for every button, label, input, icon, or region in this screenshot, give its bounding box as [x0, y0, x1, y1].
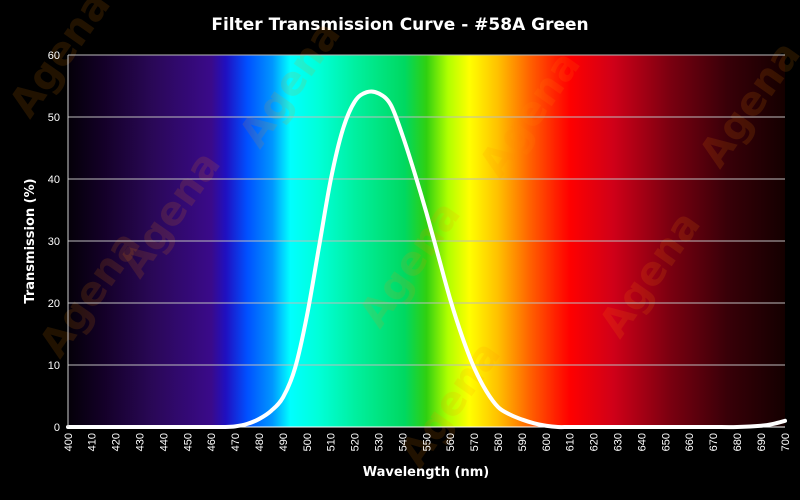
x-tick-label: 660 — [684, 433, 696, 451]
x-tick-label: 410 — [87, 433, 99, 451]
chart-title: Filter Transmission Curve - #58A Green — [211, 15, 588, 35]
x-tick-label: 460 — [206, 433, 218, 451]
x-tick-label: 690 — [756, 433, 768, 451]
x-axis-label: Wavelength (nm) — [363, 465, 489, 480]
x-tick-label: 520 — [350, 433, 362, 451]
x-tick-label: 650 — [660, 433, 672, 451]
x-tick-label: 640 — [636, 433, 648, 451]
y-tick-label: 10 — [48, 360, 60, 372]
x-tick-label: 620 — [589, 433, 601, 451]
x-tick-label: 400 — [63, 433, 75, 451]
x-tick-label: 680 — [732, 433, 744, 451]
x-tick-label: 480 — [254, 433, 266, 451]
x-tick-label: 540 — [397, 433, 409, 451]
x-tick-label: 470 — [230, 433, 242, 451]
y-tick-label: 60 — [48, 50, 60, 62]
x-tick-label: 610 — [565, 433, 577, 451]
x-tick-label: 560 — [445, 433, 457, 451]
x-tick-label: 440 — [158, 433, 170, 451]
gridlines — [68, 54, 785, 366]
x-tick-label: 450 — [182, 433, 194, 451]
x-tick-label: 630 — [613, 433, 625, 451]
x-tick-label: 600 — [541, 433, 553, 451]
x-tick-label: 500 — [302, 433, 314, 451]
y-tick-label: 20 — [48, 298, 60, 310]
x-tick-label: 510 — [326, 433, 338, 451]
x-tick-label: 570 — [469, 433, 481, 451]
y-tick-labels: 0 10 20 30 40 50 60 — [48, 50, 60, 434]
y-tick-label: 50 — [48, 112, 60, 124]
x-tick-label: 670 — [708, 433, 720, 451]
x-tick-label: 530 — [374, 433, 386, 451]
y-axis-label: Transmission (%) — [23, 178, 38, 303]
y-tick-label: 30 — [48, 236, 60, 248]
x-tick-label: 430 — [135, 433, 147, 451]
x-tick-label: 550 — [421, 433, 433, 451]
x-tick-label: 700 — [780, 433, 792, 451]
x-tick-label: 490 — [278, 433, 290, 451]
x-tick-label: 420 — [111, 433, 123, 451]
y-tick-label: 40 — [48, 174, 60, 186]
x-tick-labels: 400 410 420 430 440 450 460 470 480 490 500 510 520 5… — [63, 433, 792, 451]
y-tick-label: 0 — [54, 422, 60, 434]
x-tick-label: 590 — [517, 433, 529, 451]
x-tick-label: 580 — [493, 433, 505, 451]
